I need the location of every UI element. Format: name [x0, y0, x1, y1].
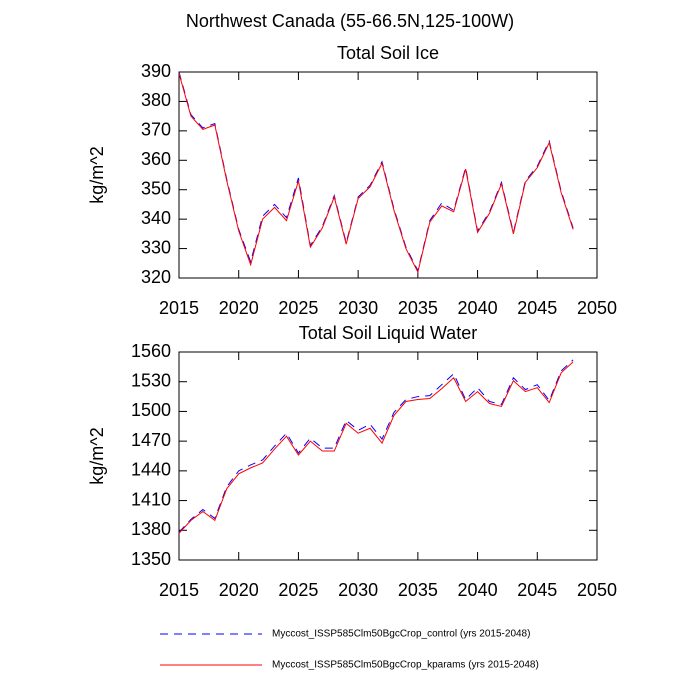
y-tick-label: 320 [141, 267, 171, 287]
y-tick-label: 1440 [131, 460, 171, 480]
x-tick-label: 2020 [219, 298, 259, 318]
data-line [178, 359, 574, 533]
plot-frame [178, 351, 598, 561]
y-tick-label: 1500 [131, 400, 171, 420]
x-tick-label: 2050 [577, 298, 617, 318]
y-axis-label: kg/m^2 [87, 427, 107, 484]
panel-title: Total Soil Ice [337, 43, 439, 63]
y-tick-label: 330 [141, 237, 171, 257]
y-tick-label: 1530 [131, 370, 171, 390]
y-tick-label: 360 [141, 149, 171, 169]
legend-label: Myccost_ISSP585Clm50BgcCrop_kparams (yrs… [272, 660, 539, 671]
x-tick-label: 2045 [517, 298, 557, 318]
x-tick-label: 2020 [219, 580, 259, 600]
x-tick-label: 2035 [398, 580, 438, 600]
data-line [178, 361, 574, 534]
y-tick-label: 1350 [131, 549, 171, 569]
x-tick-label: 2045 [517, 580, 557, 600]
y-tick-label: 350 [141, 178, 171, 198]
y-tick-label: 390 [141, 61, 171, 81]
x-tick-label: 2025 [278, 298, 318, 318]
y-tick-label: 1380 [131, 519, 171, 539]
y-tick-label: 370 [141, 120, 171, 140]
x-tick-label: 2050 [577, 580, 617, 600]
x-tick-label: 2040 [458, 298, 498, 318]
x-tick-label: 2030 [338, 298, 378, 318]
x-tick-label: 2030 [338, 580, 378, 600]
y-tick-label: 1410 [131, 489, 171, 509]
x-tick-label: 2015 [159, 298, 199, 318]
x-tick-label: 2015 [159, 580, 199, 600]
x-tick-label: 2040 [458, 580, 498, 600]
data-line [178, 71, 574, 273]
y-axis-label: kg/m^2 [87, 146, 107, 203]
x-tick-label: 2035 [398, 298, 438, 318]
y-tick-label: 340 [141, 208, 171, 228]
page-title: Northwest Canada (55-66.5N,125-100W) [186, 11, 514, 31]
y-tick-label: 1560 [131, 341, 171, 361]
y-tick-label: 380 [141, 90, 171, 110]
panel-title: Total Soil Liquid Water [299, 323, 477, 343]
plot-frame [178, 71, 598, 279]
legend-label: Myccost_ISSP585Clm50BgcCrop_control (yrs… [272, 629, 530, 640]
x-tick-label: 2025 [278, 580, 318, 600]
y-tick-label: 1470 [131, 430, 171, 450]
data-line [178, 73, 574, 274]
